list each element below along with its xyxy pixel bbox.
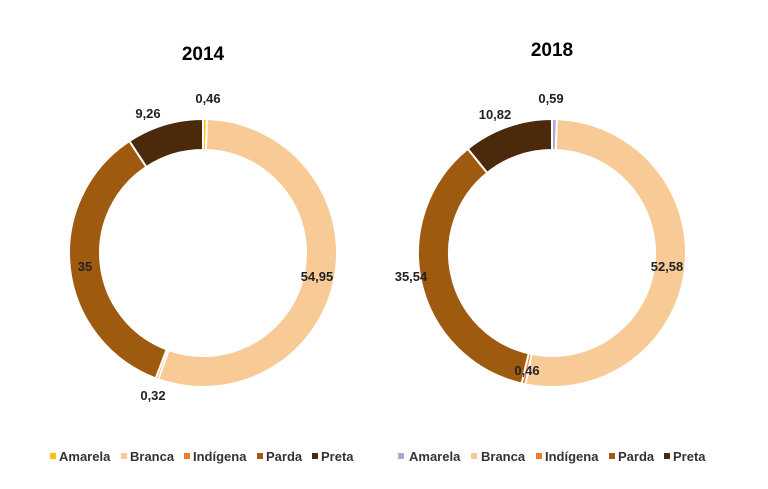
legend-item-amarela: Amarela: [50, 449, 111, 464]
legend-marker: [609, 453, 615, 459]
chart-title: 2014: [182, 44, 225, 65]
legend-item-parda: Parda: [609, 449, 655, 464]
legend-item-branca: Branca: [121, 449, 175, 464]
legend-marker: [398, 453, 404, 459]
legend-label: Branca: [481, 449, 526, 464]
legend-label: Preta: [321, 449, 354, 464]
slice-preta: [466, 117, 553, 175]
data-label-parda: 35: [78, 259, 92, 274]
data-labels: 0,46 54,95 0,32 35 9,26: [78, 91, 334, 403]
slices: [68, 117, 338, 388]
data-label-branca: 54,95: [301, 269, 334, 284]
legend-label: Indígena: [193, 449, 247, 464]
legend-label: Indígena: [545, 449, 599, 464]
data-label-preta: 10,82: [479, 107, 512, 122]
chart-title: 2018: [531, 40, 573, 61]
data-labels: 0,59 52,58 0,46 35,54 10,82: [395, 91, 684, 378]
legend-marker: [50, 453, 56, 459]
legend-label: Preta: [673, 449, 706, 464]
slice-preta: [127, 117, 204, 169]
data-label-amarela: 0,46: [195, 91, 220, 106]
data-label-preta: 9,26: [135, 106, 160, 121]
legend-item-indigena: Indígena: [184, 449, 247, 464]
data-label-amarela: 0,59: [538, 91, 563, 106]
slice-parda: [417, 147, 530, 385]
legend-2014: Amarela Branca Indígena Parda Preta: [50, 449, 354, 464]
data-label-parda: 35,54: [395, 269, 428, 284]
legend-label: Parda: [266, 449, 303, 464]
legend-2018: Amarela Branca Indígena Parda Preta: [398, 449, 706, 464]
legend-item-amarela: Amarela: [398, 449, 461, 464]
legend-marker: [471, 453, 477, 459]
legend-marker: [184, 453, 190, 459]
legend-label: Amarela: [59, 449, 111, 464]
slices: [417, 117, 687, 388]
legend-item-parda: Parda: [257, 449, 303, 464]
slice-branca: [157, 118, 338, 388]
chart-2014: 2014 0,46 54,95 0,32 35 9,26: [68, 44, 338, 403]
legend-label: Parda: [618, 449, 655, 464]
legend-marker: [536, 453, 542, 459]
legend-marker: [257, 453, 263, 459]
legend-item-preta: Preta: [312, 449, 354, 464]
data-label-indgena: 0,46: [514, 363, 539, 378]
data-label-indgena: 0,32: [140, 388, 165, 403]
legend-marker: [121, 453, 127, 459]
legend-item-preta: Preta: [664, 449, 706, 464]
data-label-branca: 52,58: [651, 259, 684, 274]
chart-2018: 2018 0,59 52,58 0,46 35,54 10,82: [395, 40, 687, 388]
legend-item-branca: Branca: [471, 449, 526, 464]
legend-label: Amarela: [409, 449, 461, 464]
legend-label: Branca: [130, 449, 175, 464]
legend-marker: [312, 453, 318, 459]
legend-item-indigena: Indígena: [536, 449, 599, 464]
slice-branca: [524, 118, 687, 388]
legend-marker: [664, 453, 670, 459]
